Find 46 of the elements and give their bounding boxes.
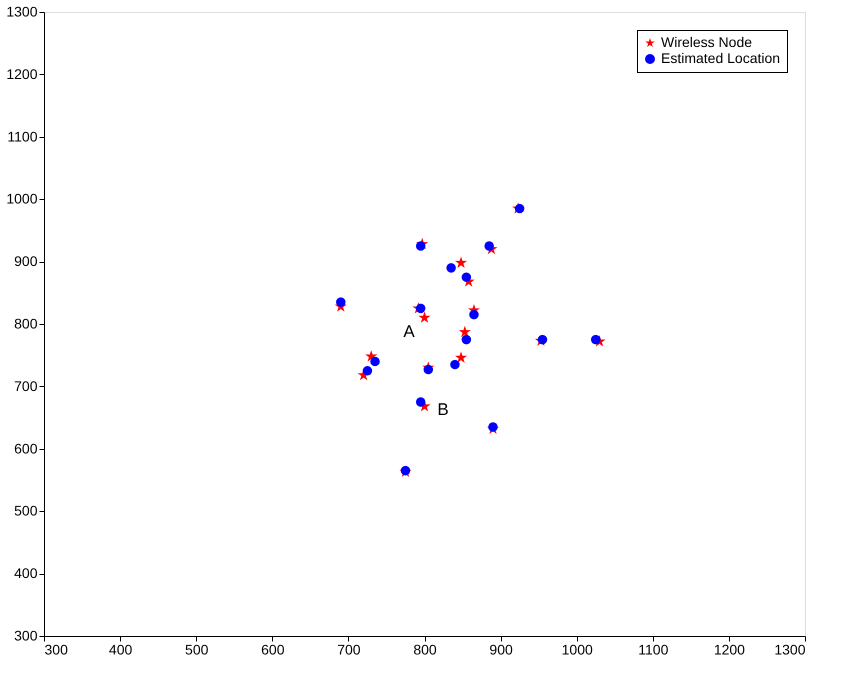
point <box>462 334 472 344</box>
point <box>469 310 479 320</box>
point <box>418 311 431 323</box>
y-tick-label: 700 <box>14 378 38 394</box>
point <box>484 241 494 251</box>
y-tick-label: 1000 <box>6 190 38 207</box>
point <box>370 356 380 366</box>
point <box>362 366 372 376</box>
legend-label: Estimated Location <box>661 50 780 66</box>
y-tick-label: 800 <box>14 316 38 332</box>
point <box>458 326 471 338</box>
point <box>446 263 456 273</box>
x-tick-label: 800 <box>413 642 437 658</box>
x-tick-label: 500 <box>185 642 209 658</box>
x-tick-label: 700 <box>337 642 361 658</box>
y-tick-label: 600 <box>14 440 38 456</box>
x-tick-label: 1200 <box>714 642 746 658</box>
y-tick-label: 400 <box>14 565 38 582</box>
x-tick-label: 600 <box>261 642 285 658</box>
y-tick-label: 1300 <box>6 4 38 20</box>
y-tick-label: 500 <box>14 502 38 519</box>
point <box>455 256 468 268</box>
x-tick-label: 1300 <box>774 642 806 658</box>
annotation: A <box>403 322 416 341</box>
point <box>455 351 468 363</box>
y-tick-label: 1200 <box>6 66 38 82</box>
x-tick-label: 1100 <box>638 642 669 658</box>
point <box>514 204 524 214</box>
legend-label: Wireless Node <box>661 34 752 50</box>
y-tick-label: 1100 <box>7 128 38 144</box>
point <box>416 397 426 407</box>
x-tick-label: 400 <box>108 642 132 658</box>
point <box>590 334 600 344</box>
y-tick-label: 300 <box>14 628 38 644</box>
point <box>424 364 434 374</box>
y-tick-label: 900 <box>14 253 38 270</box>
annotation: B <box>437 400 449 419</box>
x-tick-label: 300 <box>44 642 68 658</box>
point <box>336 297 346 307</box>
point <box>462 272 472 282</box>
point <box>538 334 548 344</box>
point <box>416 241 426 251</box>
x-tick-label: 1000 <box>562 642 593 658</box>
point <box>450 360 460 370</box>
point <box>416 304 426 314</box>
x-tick-label: 900 <box>489 642 513 658</box>
